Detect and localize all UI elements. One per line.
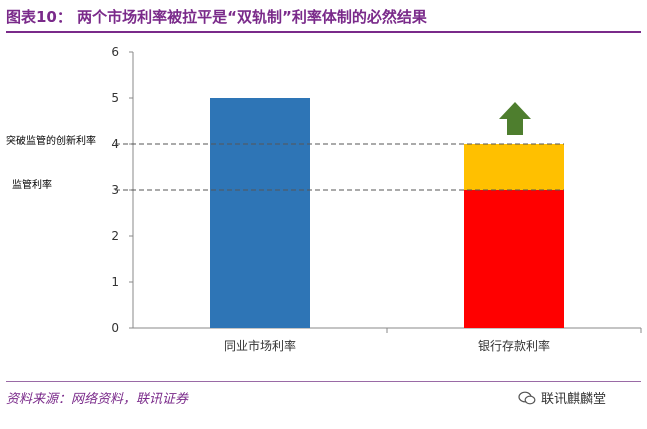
y-tick-label: 1 [111, 275, 119, 289]
y-tick-label: 6 [111, 45, 119, 59]
y-tick-label: 0 [111, 321, 119, 335]
watermark: 联讯麒麟堂 [518, 388, 606, 407]
x-category-label: 同业市场利率 [224, 338, 296, 353]
arrow-layer [499, 102, 531, 135]
bar-market-rate [210, 98, 310, 328]
reference-line-label: 监管利率 [12, 178, 52, 191]
wechat-icon [518, 391, 536, 404]
source-note: 资料来源：网络资料，联讯证券 [6, 392, 189, 407]
title-divider [6, 31, 641, 33]
y-tick-label: 2 [111, 229, 119, 243]
reference-lines-layer [115, 143, 564, 191]
chart-title: 图表10： 两个市场利率被拉平是“双轨制”利率体制的必然结果 [6, 8, 427, 26]
bar-deposit-rate-base [464, 190, 564, 328]
y-tick-label: 5 [111, 91, 119, 105]
bar-deposit-rate-top [464, 144, 564, 190]
footer-divider [6, 381, 641, 382]
x-category-label: 银行存款利率 [478, 338, 550, 353]
up-arrow-icon [499, 102, 531, 135]
reference-line-label: 突破监管的创新利率 [6, 134, 96, 147]
watermark-text: 联讯麒麟堂 [541, 392, 607, 407]
bars-layer [210, 98, 564, 328]
